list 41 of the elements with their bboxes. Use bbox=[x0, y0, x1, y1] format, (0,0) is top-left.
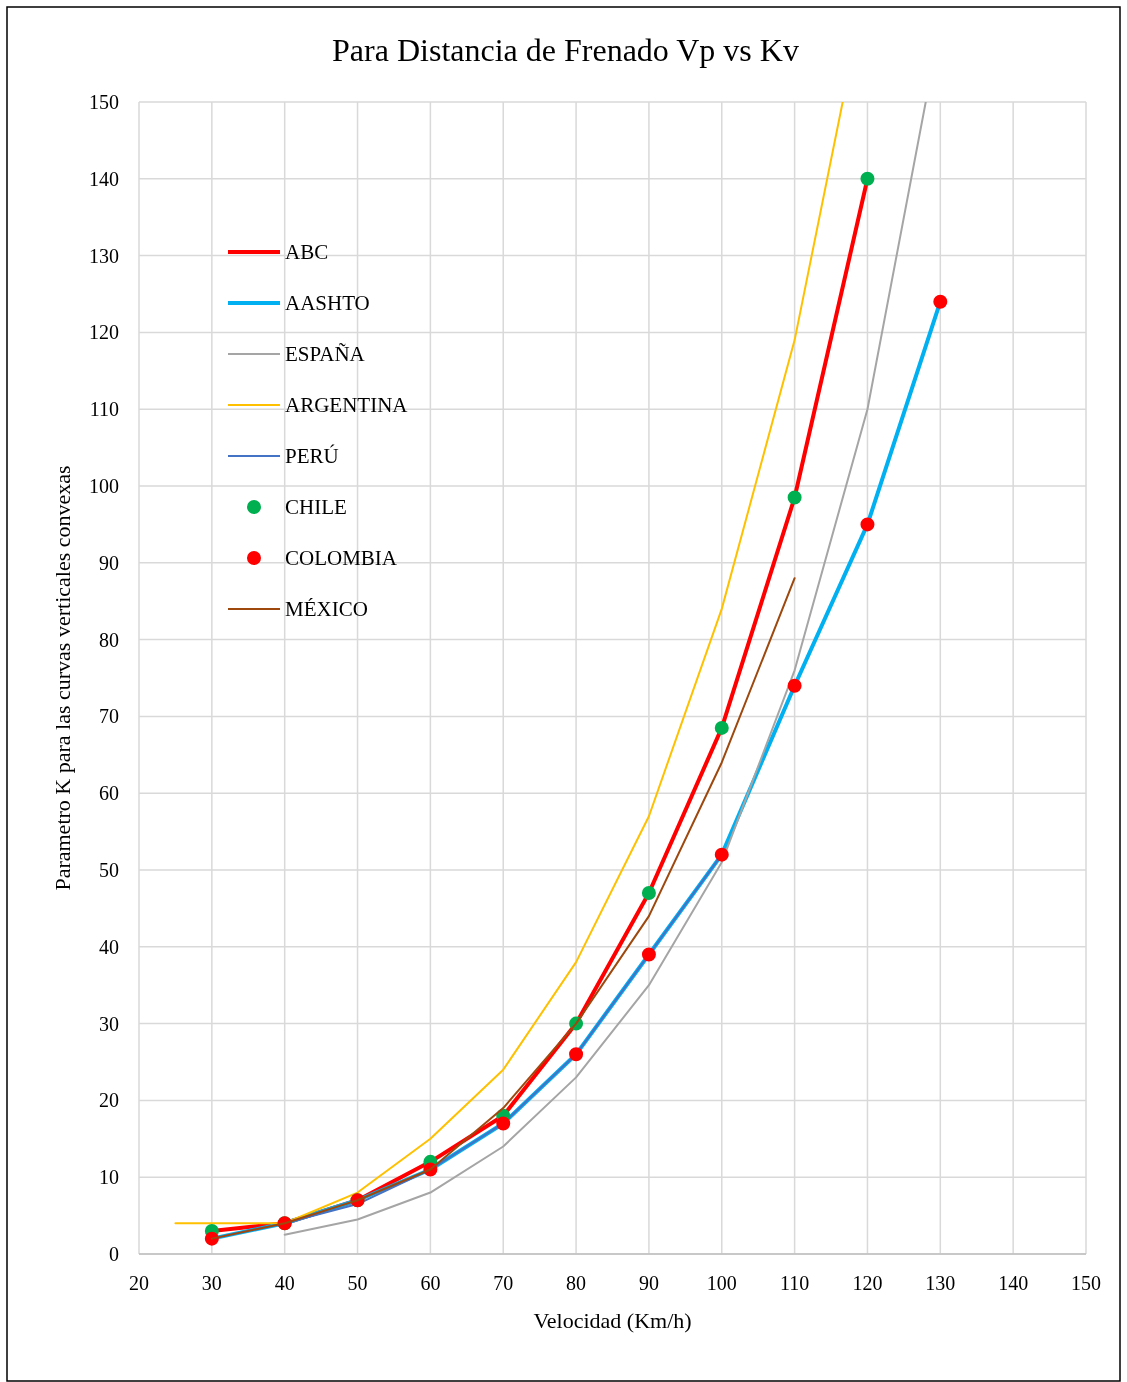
y-tick-label: 0 bbox=[109, 1243, 119, 1265]
y-tick-label: 140 bbox=[89, 167, 119, 190]
x-tick-label: 70 bbox=[493, 1272, 514, 1294]
legend-label: ESPAÑA bbox=[285, 342, 366, 366]
y-tick-label: 110 bbox=[89, 398, 119, 421]
x-tick-label: 140 bbox=[998, 1272, 1029, 1294]
y-tick-label: 10 bbox=[99, 1166, 119, 1189]
y-axis-title: Parametro K para las curvas verticales convexas bbox=[50, 465, 75, 891]
x-tick-label: 20 bbox=[129, 1272, 149, 1294]
x-tick-label: 120 bbox=[852, 1272, 883, 1294]
x-tick-label: 150 bbox=[1071, 1272, 1101, 1294]
y-tick-label: 120 bbox=[89, 321, 119, 344]
y-tick-label: 100 bbox=[89, 475, 119, 497]
x-tick-label: 40 bbox=[274, 1272, 295, 1294]
legend-label: ARGENTINA bbox=[285, 393, 409, 417]
x-tick-label: 100 bbox=[706, 1272, 737, 1294]
legend-label: COLOMBIA bbox=[285, 546, 398, 570]
y-tick-label: 130 bbox=[89, 244, 119, 267]
x-tick-label: 80 bbox=[566, 1272, 587, 1294]
x-axis-title: Velocidad (Km/h) bbox=[533, 1308, 692, 1333]
y-tick-label: 60 bbox=[99, 782, 119, 805]
legend-label: ABC bbox=[285, 240, 329, 264]
x-tick-label: 50 bbox=[347, 1272, 368, 1294]
x-tick-label: 30 bbox=[201, 1272, 222, 1294]
x-tick-label: 60 bbox=[420, 1272, 441, 1294]
legend-label: PERÚ bbox=[285, 444, 339, 468]
legend-label: MÉXICO bbox=[285, 597, 368, 621]
legend-label: CHILE bbox=[285, 495, 347, 519]
y-tick-label: 30 bbox=[99, 1012, 119, 1035]
y-tick-label: 20 bbox=[99, 1089, 119, 1112]
x-tick-label: 130 bbox=[925, 1272, 956, 1294]
y-tick-label: 50 bbox=[99, 859, 119, 881]
x-tick-label: 110 bbox=[779, 1272, 810, 1294]
x-tick-label: 90 bbox=[638, 1272, 659, 1294]
chart-title: Para Distancia de Frenado Vp vs Kv bbox=[332, 32, 799, 68]
y-tick-label: 80 bbox=[99, 628, 119, 651]
legend-label: AASHTO bbox=[285, 291, 370, 315]
y-tick-label: 40 bbox=[99, 935, 119, 958]
y-tick-label: 150 bbox=[89, 91, 119, 113]
y-tick-label: 70 bbox=[99, 705, 119, 728]
y-tick-label: 90 bbox=[99, 551, 119, 574]
